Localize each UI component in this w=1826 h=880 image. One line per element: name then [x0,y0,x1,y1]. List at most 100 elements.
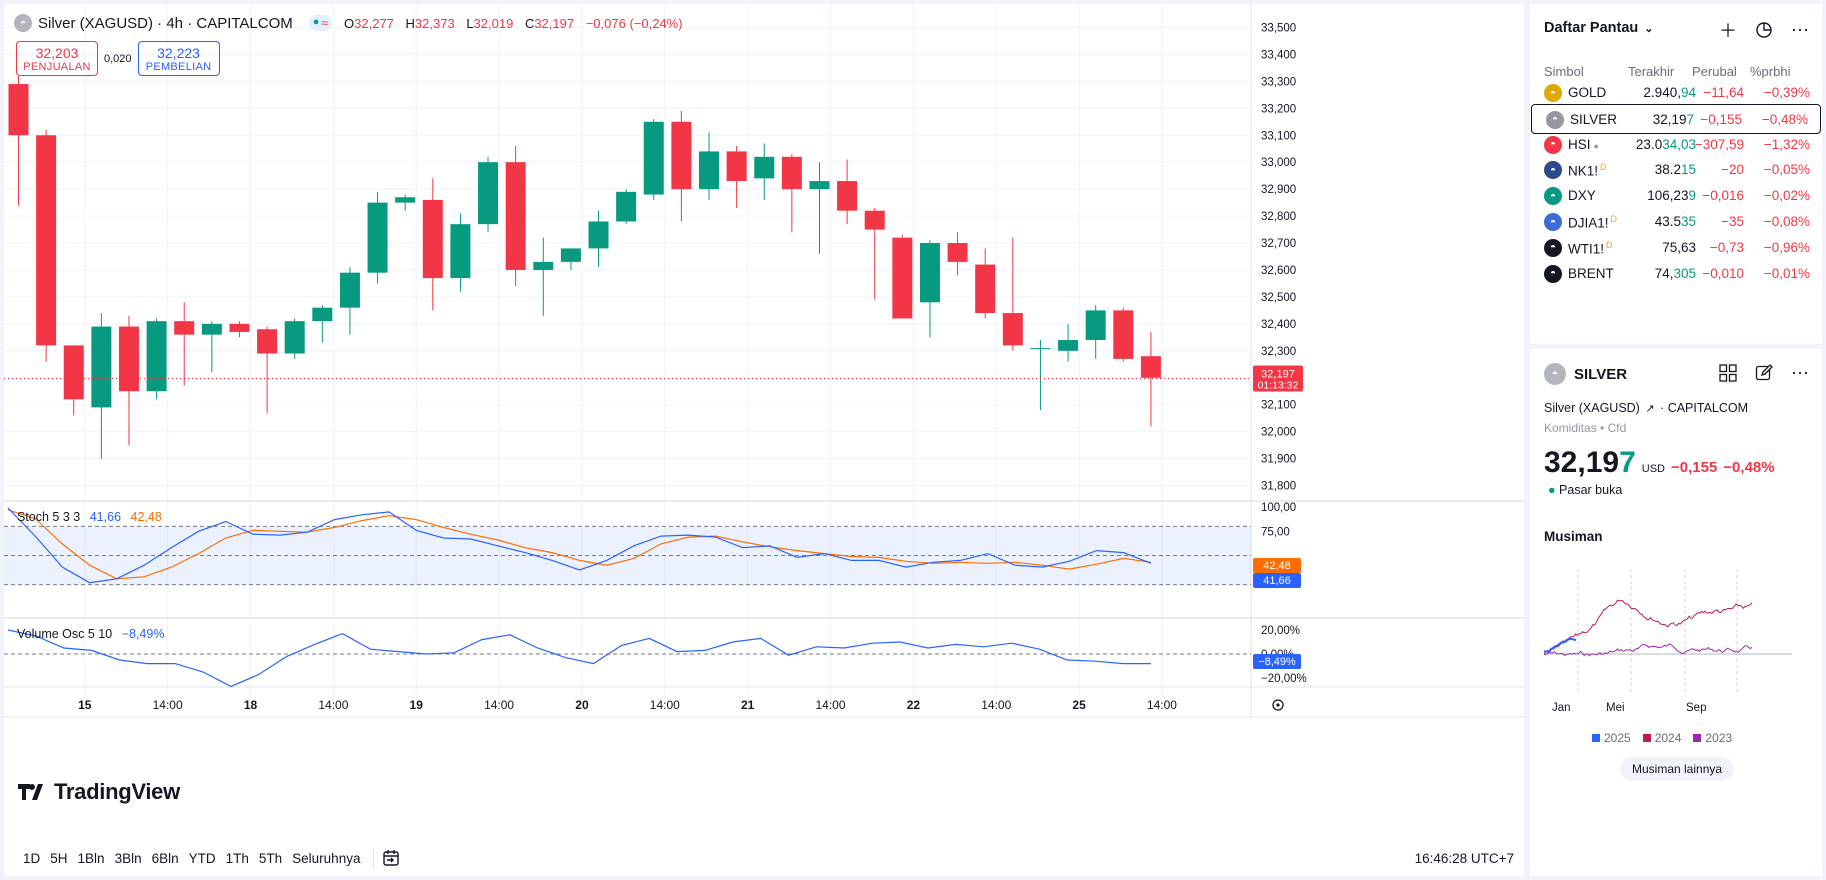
watchlist-symbol: BRENT [1568,266,1614,281]
settings-gear-icon[interactable] [1272,699,1284,711]
candle-body [588,221,609,249]
tradingview-logo[interactable]: TradingView [18,779,180,805]
edit-note-icon[interactable] [1754,363,1774,383]
price-tick-label: 32,400 [1261,319,1296,331]
watchlist-change: −307,59 [1694,136,1744,152]
candle-body [478,162,499,225]
wave-icon: ≈ [321,16,329,30]
watchlist-symbol-text: HSI [1568,136,1591,152]
watchlist-change: −11,64 [1703,85,1744,100]
spread-value: 0,020 [104,52,132,65]
volume-osc-line [7,629,1151,688]
candle-body [919,243,940,303]
range-5d[interactable]: 5H [50,850,68,866]
range-1d[interactable]: 1D [23,850,41,866]
price-tick-label: 32,700 [1261,238,1296,250]
detail-header[interactable]: ◓ SILVER [1544,363,1627,385]
candle-body [395,197,416,203]
market-status[interactable]: ● Pasar buka [1548,483,1622,497]
watchlist-symbol: GOLD [1568,85,1606,100]
watchlist-symbol: SILVER [1570,112,1617,127]
col-last[interactable]: Terakhir [1628,64,1675,79]
watchlist-title[interactable]: Daftar Pantau ⌄ [1544,20,1654,36]
watchlist-row[interactable]: ◓ HSI ● 23.034,03 −307,59 −1,32% [1530,130,1822,160]
col-change[interactable]: Perubal [1692,64,1737,79]
detail-actions: ⋯ [1718,363,1810,383]
market-open-dot-icon: ● [312,16,320,28]
watchlist-row[interactable]: ◓ DJIA1! D 43.535 −35 −0,08% [1530,207,1822,237]
candle-body [837,181,858,211]
symbol-title[interactable]: Silver (XAGUSD) · 4h · CAPITALCOM [38,14,293,32]
chart-panel[interactable]: 33,500 33,400 33,300 33,200 33,100 33,000 32,9… [4,4,1524,876]
detail-price: 32,197 USD −0,155 −0,48% [1544,446,1775,480]
range-1m[interactable]: 1Bln [77,850,105,866]
advanced-view-icon[interactable] [1754,20,1774,40]
brand-name: TradingView [54,779,180,804]
candle-body [339,272,360,308]
time-tick-label: 14:00 [484,698,514,712]
stoch-k-tag [1253,573,1301,588]
candle-body [91,326,112,408]
watchlist-last-main: 38.2 [1654,162,1681,178]
external-link-icon[interactable]: ↗ [1645,403,1655,415]
buy-label: PEMBELIAN [145,61,212,73]
sell-button[interactable]: 32,203 PENJUALAN [16,41,98,76]
price-tick-label: 32,300 [1261,346,1296,358]
watchlist-change: −20 [1721,162,1744,178]
range-all[interactable]: Seluruhnya [292,850,361,866]
add-symbol-icon[interactable]: ＋ [1719,21,1737,41]
seasonal-month-label: Jan [1552,702,1571,714]
watchlist-last-main: 2.940, [1643,85,1681,100]
detail-name[interactable]: Silver (XAGUSD) [1544,401,1640,415]
watchlist-last: 32,197 [1653,112,1694,127]
range-6m[interactable]: 6Bln [151,850,179,866]
market-status-badge[interactable]: ● ≈ [308,15,333,31]
more-menu-icon[interactable]: ⋯ [1791,19,1809,40]
stoch-legend[interactable]: Stoch 5 3 3 41,66 42,48 [17,510,162,524]
candle-body [947,243,968,262]
watchlist-row[interactable]: ◓ BRENT 74,305 −0,010 −0,01% [1530,259,1822,289]
layout-grid-icon[interactable] [1718,363,1738,383]
last-price-countdown: 01:13:32 [1258,380,1299,392]
range-5y[interactable]: 5Th [258,850,283,866]
more-menu-icon[interactable]: ⋯ [1791,362,1809,383]
watchlist-row[interactable]: ◓ NK1! D 38.215 −20 −0,05% [1530,155,1822,185]
watchlist-last-tick: 15 [1680,162,1696,178]
stoch-d-value: 42,48 [130,510,162,524]
buy-button[interactable]: 32,223 PEMBELIAN [137,41,220,76]
time-tick-label: 25 [1072,698,1086,712]
timezone-clock[interactable]: 16:46:28 UTC+7 [1414,850,1514,866]
watchlist-last-tick: 7 [1686,111,1694,127]
watchlist-last: 43.535 [1655,214,1696,229]
calendar-goto-icon[interactable] [382,849,400,867]
seasonal-title[interactable]: Musiman [1544,529,1603,544]
ohlc-close-key: C [524,15,535,31]
seasonal-chart[interactable]: Jan Mei Sep [1530,559,1822,719]
col-symbol[interactable]: Simbol [1544,64,1584,79]
more-seasonals-button[interactable]: Musiman lainnya [1620,757,1735,781]
candle-body [1002,313,1023,346]
watchlist-row[interactable]: ◓ DXY 106,239 −0,016 −0,02% [1530,181,1822,211]
watchlist-change: −35 [1721,214,1744,229]
chart-canvas[interactable]: 33,500 33,400 33,300 33,200 33,100 33,000 32,9… [4,4,1524,876]
watchlist-row[interactable]: ◓ GOLD 2.940,94 −11,64 −0,39% [1530,78,1822,108]
candle-body [754,156,775,179]
watchlist-row[interactable]: ◓ SILVER 32,197 −0,155 −0,48% [1531,103,1821,134]
detail-currency: USD [1641,463,1665,475]
candle-body [975,264,996,314]
price-tick-label: 33,500 [1261,22,1296,34]
legend-2025: 2025 [1592,731,1631,745]
col-change-pct[interactable]: %prbhi [1750,64,1791,79]
range-1y[interactable]: 1Th [225,850,249,866]
stoch-d-tag-value: 42,48 [1263,560,1291,572]
watchlist-last-tick: 94 [1680,85,1696,100]
watchlist-row[interactable]: ◓ WTI1! D 75,63 −0,73 −0,96% [1530,233,1822,263]
watchlist-last-main: 43.5 [1654,214,1681,229]
range-3m[interactable]: 3Bln [114,850,142,866]
candle-body [146,321,167,392]
candle-body [1030,348,1051,350]
volume-osc-legend[interactable]: Volume Osc 5 10 −8,49% [17,627,164,641]
watchlist-actions: ＋ ⋯ [1718,19,1810,42]
range-ytd[interactable]: YTD [188,850,216,866]
